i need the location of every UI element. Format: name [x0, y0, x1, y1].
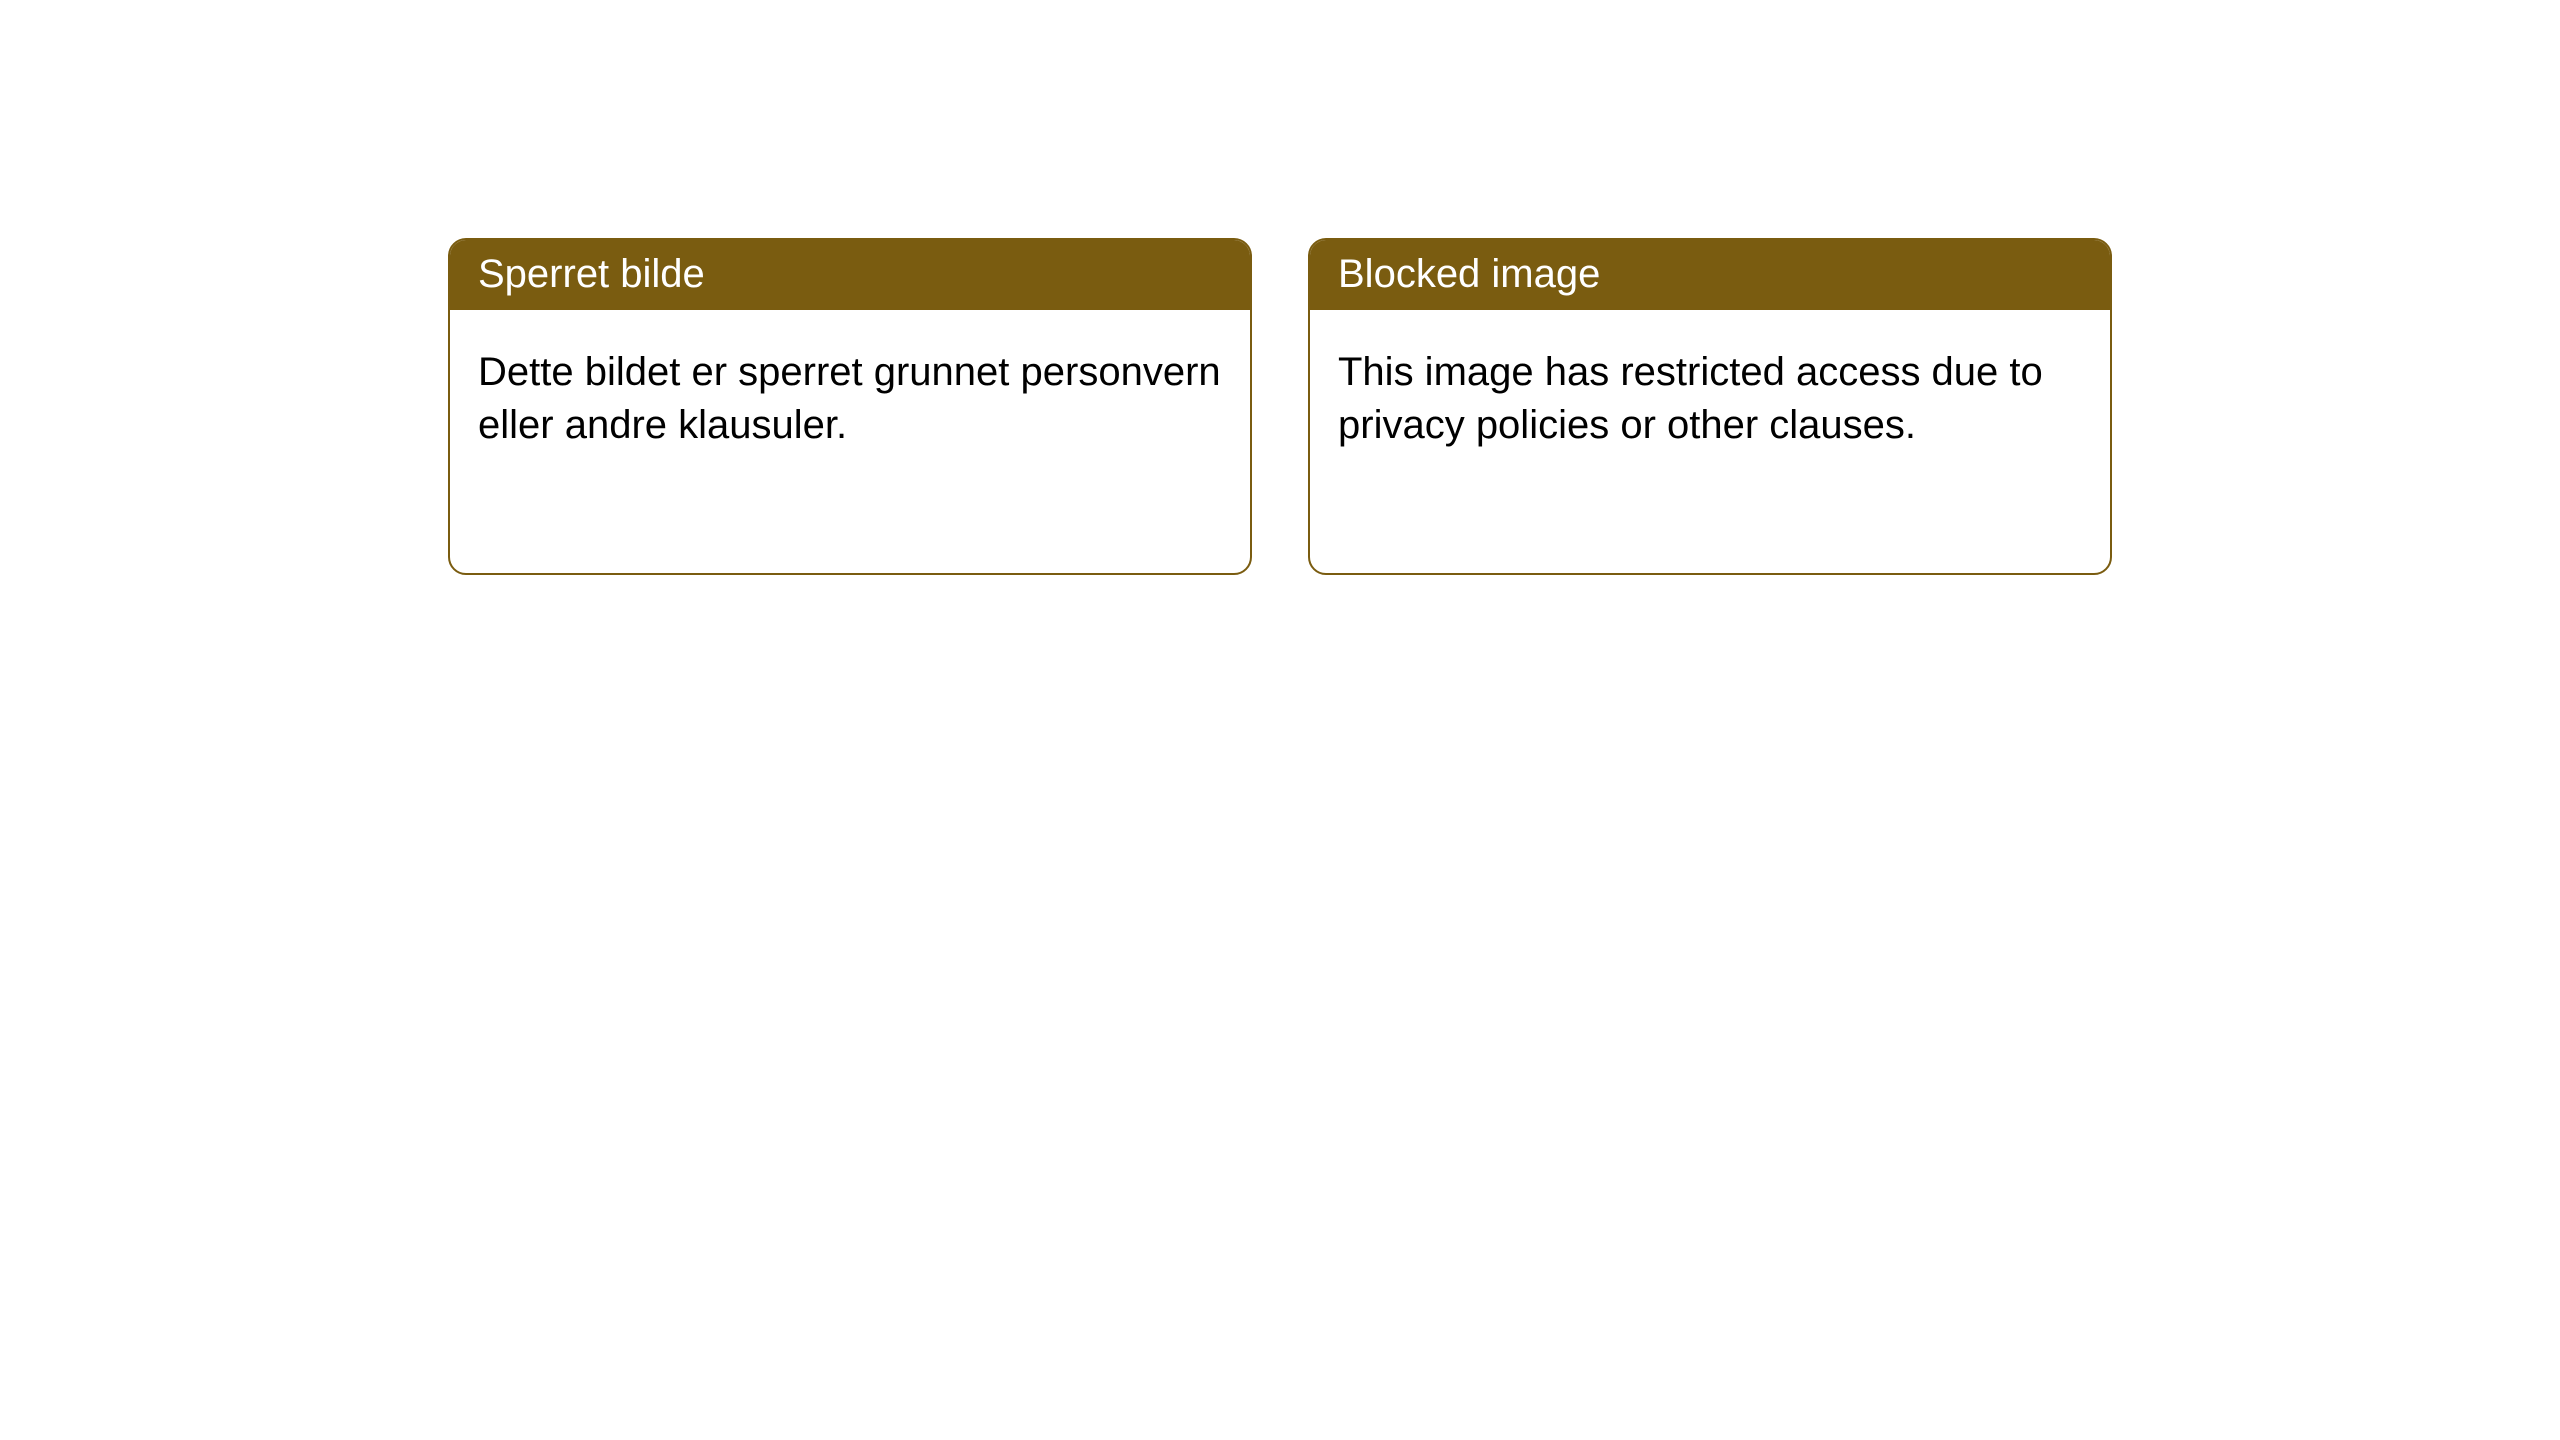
- notice-header: Blocked image: [1310, 240, 2110, 310]
- notice-title: Sperret bilde: [478, 252, 705, 296]
- notice-box-norwegian: Sperret bilde Dette bildet er sperret gr…: [448, 238, 1252, 575]
- notice-message: This image has restricted access due to …: [1338, 350, 2043, 447]
- notice-header: Sperret bilde: [450, 240, 1250, 310]
- notice-box-english: Blocked image This image has restricted …: [1308, 238, 2112, 575]
- notice-container: Sperret bilde Dette bildet er sperret gr…: [0, 0, 2560, 575]
- notice-title: Blocked image: [1338, 252, 1600, 296]
- notice-message: Dette bildet er sperret grunnet personve…: [478, 350, 1221, 447]
- notice-body: This image has restricted access due to …: [1310, 310, 2110, 488]
- notice-body: Dette bildet er sperret grunnet personve…: [450, 310, 1250, 488]
